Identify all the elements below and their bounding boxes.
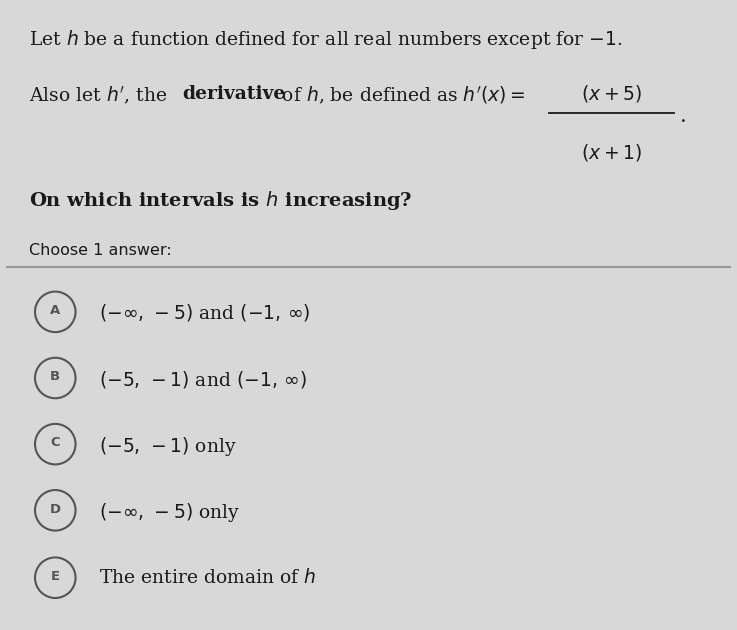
Text: .: .: [680, 107, 686, 126]
Text: $(-5,\,-1)$ only: $(-5,\,-1)$ only: [99, 435, 237, 458]
Text: The entire domain of $h$: The entire domain of $h$: [99, 568, 317, 587]
Text: derivative: derivative: [182, 85, 285, 103]
Text: Also let $h'$, the: Also let $h'$, the: [29, 85, 169, 107]
Text: On which intervals is $h$ increasing?: On which intervals is $h$ increasing?: [29, 189, 413, 212]
Text: E: E: [51, 570, 60, 583]
Text: $(-\infty,\,-5)$ and $(-1,\,\infty)$: $(-\infty,\,-5)$ and $(-1,\,\infty)$: [99, 302, 311, 323]
Text: $(-\infty,\,-5)$ only: $(-\infty,\,-5)$ only: [99, 501, 241, 524]
Text: Let $h$ be a function defined for all real numbers except for $-1$.: Let $h$ be a function defined for all re…: [29, 28, 623, 52]
Text: C: C: [50, 437, 60, 449]
Text: $(-5,\,-1)$ and $(-1,\,\infty)$: $(-5,\,-1)$ and $(-1,\,\infty)$: [99, 369, 307, 389]
Text: Choose 1 answer:: Choose 1 answer:: [29, 243, 172, 258]
Text: of $h$, be defined as $h'(x) =$: of $h$, be defined as $h'(x) =$: [276, 85, 526, 107]
Text: $(x+5)$: $(x+5)$: [581, 83, 642, 104]
Text: $(x+1)$: $(x+1)$: [581, 142, 642, 163]
Text: A: A: [50, 304, 60, 317]
Text: D: D: [49, 503, 61, 515]
Text: B: B: [50, 370, 60, 383]
